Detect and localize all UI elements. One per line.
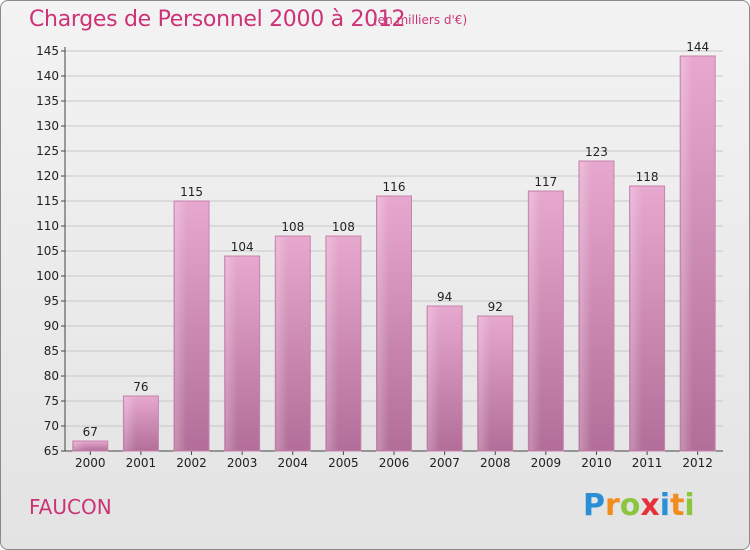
logo-letter: i [659, 488, 671, 523]
y-tick-label: 145 [36, 44, 59, 58]
bar-highlight [175, 202, 187, 450]
y-tick-label: 95 [44, 294, 59, 308]
value-label: 123 [585, 145, 608, 159]
value-label: 118 [636, 170, 659, 184]
proxiti-logo: Proxiti [583, 488, 695, 523]
bar-highlight [630, 187, 643, 450]
value-label: 116 [383, 180, 406, 194]
y-tick-label: 110 [36, 219, 59, 233]
y-tick-label: 130 [36, 119, 59, 133]
y-tick-label: 125 [36, 144, 59, 158]
y-tick-label: 100 [36, 269, 59, 283]
y-tick-label: 70 [44, 419, 59, 433]
bar-highlight [529, 192, 542, 450]
x-tick-label: 2010 [581, 456, 612, 470]
bar-2000 [72, 440, 109, 452]
x-tick-label: 2005 [328, 456, 359, 470]
x-tick-label: 2000 [75, 456, 106, 470]
logo-letter: r [605, 488, 620, 523]
x-tick-label: 2006 [379, 456, 410, 470]
y-tick-label: 85 [44, 344, 59, 358]
logo-letter: x [640, 488, 660, 523]
x-tick-label: 2011 [632, 456, 663, 470]
x-tick-label: 2007 [429, 456, 460, 470]
value-label: 67 [83, 425, 98, 439]
y-tick-label: 75 [44, 394, 59, 408]
commune-name: FAUCON [29, 495, 112, 519]
bars [72, 55, 716, 452]
y-tick-label: 140 [36, 69, 59, 83]
bar-highlight [73, 442, 86, 450]
logo-letter: t [670, 488, 685, 523]
logo-letter: o [619, 488, 641, 523]
x-tick-label: 2008 [480, 456, 511, 470]
value-label: 144 [686, 40, 709, 54]
bar-highlight [478, 317, 491, 450]
y-tick-label: 135 [36, 94, 59, 108]
y-tick-label: 65 [44, 444, 59, 458]
bar-highlight [681, 57, 693, 450]
value-label: 104 [231, 240, 254, 254]
x-tick-label: 2012 [682, 456, 713, 470]
logo-letter: P [583, 488, 605, 523]
value-label: 76 [133, 380, 148, 394]
x-tick-label: 2001 [126, 456, 157, 470]
chart-title: Charges de Personnel 2000 à 2012 [29, 7, 406, 32]
x-tick-label: 2009 [531, 456, 562, 470]
x-tick-label: 2002 [176, 456, 207, 470]
y-tick-label: 105 [36, 244, 59, 258]
value-label: 108 [332, 220, 355, 234]
bar-highlight [225, 257, 238, 450]
value-label: 94 [437, 290, 452, 304]
chart-subtitle: (en milliers d'€) [373, 13, 468, 27]
bar-highlight [326, 237, 339, 450]
x-tick-label: 2004 [277, 456, 308, 470]
y-tick-label: 90 [44, 319, 59, 333]
value-label: 108 [281, 220, 304, 234]
logo-letter: i [684, 488, 695, 523]
labels: 2000 67 2001 76 2002 115 2003 104 2004 108 2005 108… [75, 40, 713, 470]
bar-highlight [579, 162, 592, 450]
y-tick-label: 80 [44, 369, 59, 383]
bar-highlight [428, 307, 440, 450]
value-label: 117 [534, 175, 557, 189]
value-label: 92 [488, 300, 503, 314]
bar-highlight [124, 397, 137, 450]
y-tick-label: 115 [36, 194, 59, 208]
x-tick-label: 2003 [227, 456, 258, 470]
y-tick-label: 120 [36, 169, 59, 183]
bar-highlight [377, 197, 390, 450]
value-label: 115 [180, 185, 203, 199]
bar-highlight [276, 237, 288, 450]
